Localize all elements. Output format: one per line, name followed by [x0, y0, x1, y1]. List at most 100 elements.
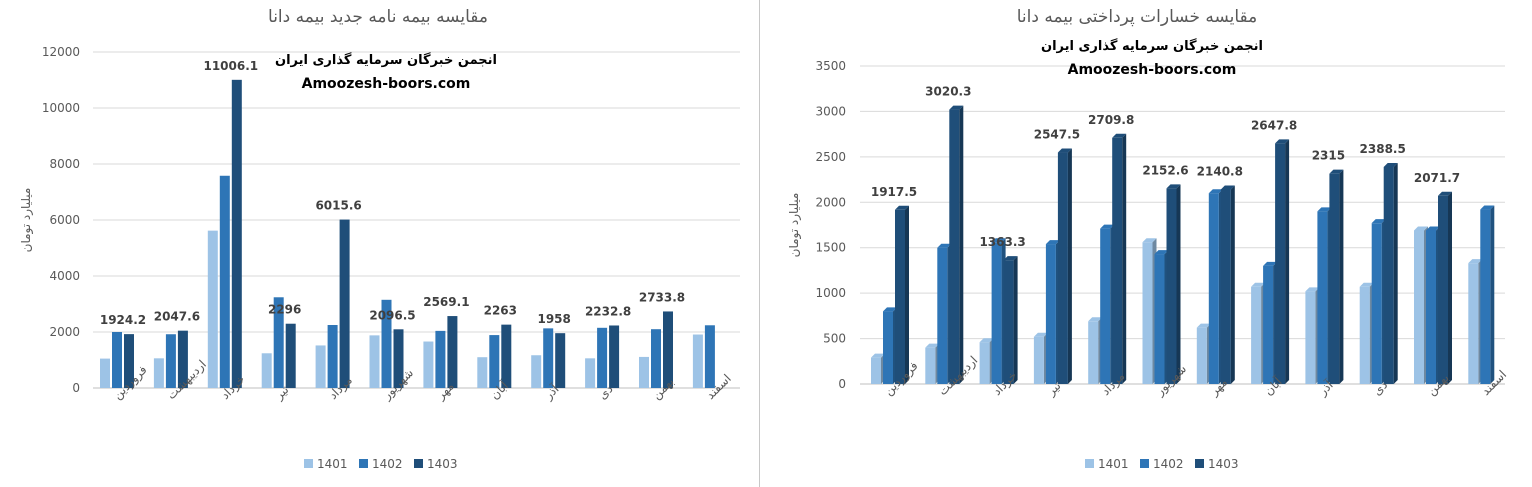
- y-tick-label: 12000: [42, 45, 80, 59]
- data-label: 1917.5: [871, 185, 917, 199]
- bar-1402: [937, 247, 948, 384]
- bar-1402: [1426, 230, 1436, 384]
- bar-top: [1154, 250, 1169, 255]
- bar-side: [1448, 191, 1452, 384]
- bar-top: [937, 243, 952, 248]
- watermark-url: Amoozesh-boors.com: [302, 76, 471, 92]
- bar-1403: [393, 329, 404, 388]
- y-tick-label: 6000: [49, 213, 80, 227]
- data-label: 2152.6: [1142, 163, 1188, 177]
- bar-1402: [1045, 244, 1056, 384]
- bar-top: [1438, 191, 1452, 196]
- bar-top: [1251, 282, 1266, 287]
- bar-1401: [639, 356, 649, 388]
- bar-1403: [555, 333, 566, 388]
- bar-side: [1393, 162, 1398, 384]
- chart-1: مقایسه بیمه نامه جدید بیمه دانا 0 2000 4000…: [19, 7, 740, 471]
- watermark-title: انجمن خبرگان سرمایه گذاری ایران: [1041, 38, 1263, 54]
- legend-swatch: [1195, 459, 1204, 468]
- bar-1403: [1329, 173, 1340, 384]
- bar-1402: [883, 311, 893, 384]
- y-tick-label: 1000: [815, 286, 846, 300]
- bar-1401: [261, 353, 272, 388]
- legend-swatch: [1140, 459, 1149, 468]
- y-tick-label: 8000: [49, 157, 80, 171]
- data-label: 2547.5: [1034, 128, 1080, 142]
- bar-top: [1045, 240, 1060, 245]
- data-label: 3020.3: [925, 85, 971, 99]
- bar-1401: [1142, 242, 1153, 384]
- bar-1402: [651, 329, 661, 388]
- y-tick-label: 2000: [49, 325, 80, 339]
- bar-1402: [112, 332, 122, 388]
- bar-1402: [435, 330, 446, 388]
- y-tick-label: 3500: [815, 59, 846, 73]
- data-label: 2733.8: [639, 290, 685, 304]
- bar-top: [1196, 323, 1211, 328]
- legend-swatch: [414, 459, 423, 468]
- legend-label: 1403: [1208, 457, 1239, 471]
- bar-side: [1285, 139, 1290, 384]
- bar-side: [1176, 184, 1181, 384]
- bar-1403: [949, 109, 960, 385]
- y-tick-label: 0: [838, 377, 846, 391]
- bar-1401: [531, 355, 542, 388]
- data-label: 1924.2: [100, 313, 146, 327]
- data-label: 2388.5: [1360, 142, 1406, 156]
- data-label: 2096.5: [369, 308, 415, 322]
- bar-1403: [1438, 195, 1448, 384]
- bar-1403: [285, 323, 296, 388]
- legend-label: 1401: [317, 457, 348, 471]
- legend-swatch: [359, 459, 368, 468]
- bar-top: [1142, 238, 1157, 243]
- bar-top: [1003, 256, 1018, 261]
- bar-1401: [1033, 336, 1044, 384]
- bar-1402: [489, 335, 500, 388]
- bar-1402: [1100, 228, 1111, 384]
- bar-top: [1057, 148, 1072, 153]
- watermark-url: Amoozesh-boors.com: [1068, 62, 1237, 78]
- bar-side: [1067, 148, 1072, 384]
- bar-top: [949, 105, 964, 110]
- bar-top: [1426, 226, 1440, 231]
- bar-top: [1033, 332, 1048, 337]
- bar-1401: [369, 335, 380, 388]
- bar-1402: [273, 297, 284, 388]
- bar-1401: [585, 358, 596, 388]
- bar-top: [1166, 184, 1181, 189]
- bar-top: [883, 307, 897, 312]
- bar-top: [1468, 259, 1483, 264]
- bar-1402: [1317, 211, 1328, 384]
- bar-top: [1275, 139, 1290, 144]
- bar-1401: [315, 345, 326, 388]
- y-tick-label: 2500: [815, 150, 846, 164]
- bar-top: [1100, 224, 1115, 229]
- data-label: 2569.1: [423, 295, 469, 309]
- bar-1402: [991, 242, 1002, 384]
- bar-top: [1305, 287, 1320, 292]
- bar-top: [1208, 189, 1223, 194]
- data-label: 2296: [268, 303, 301, 317]
- y-tick-label: 500: [823, 332, 846, 346]
- data-label: 1363.3: [979, 235, 1025, 249]
- data-label: 2647.8: [1251, 118, 1297, 132]
- bar-1401: [925, 347, 936, 384]
- bar-1401: [1088, 321, 1099, 384]
- bar-1402: [1371, 223, 1382, 384]
- bar-top: [979, 338, 994, 343]
- bar-1401: [477, 357, 488, 388]
- data-label: 2140.8: [1197, 164, 1243, 178]
- legend-swatch: [304, 459, 313, 468]
- bar-1401: [153, 358, 164, 388]
- chart-2: مقایسه خسارات پرداختی بیمه دانا 0 500 1000 1…: [787, 7, 1509, 471]
- bar-1402: [1263, 265, 1274, 384]
- y-tick-label: 1500: [815, 241, 846, 255]
- bar-side: [1122, 133, 1127, 384]
- bar-1401: [1414, 230, 1424, 384]
- bar-1402: [597, 327, 608, 388]
- bar-1403: [1112, 137, 1123, 384]
- bar-1403: [339, 219, 350, 388]
- bar-1403: [1057, 152, 1068, 384]
- bar-1403: [124, 334, 134, 388]
